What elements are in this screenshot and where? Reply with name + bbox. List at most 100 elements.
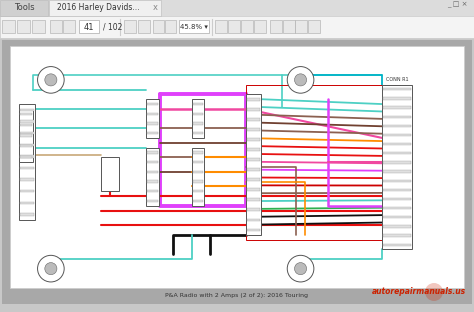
Bar [308,20,320,33]
Bar [20,213,34,216]
Bar [147,113,158,115]
Bar [247,208,260,211]
Bar [147,190,158,193]
Bar [383,152,411,154]
Bar [165,20,176,33]
Bar [283,20,295,33]
Text: Tools: Tools [14,3,34,12]
Bar [247,158,260,161]
Bar [147,200,158,202]
Bar [247,98,260,100]
Bar [247,148,260,151]
Text: x: x [153,3,157,12]
Bar [247,118,260,121]
Bar [192,161,203,163]
Bar [17,20,30,33]
Bar [192,113,203,115]
Bar [247,128,260,131]
Bar [138,20,150,33]
Circle shape [37,66,64,93]
Bar [246,85,401,240]
Bar [247,229,260,231]
Bar [0,0,474,16]
Bar [20,155,34,158]
Bar [153,20,164,33]
Bar [383,97,411,100]
Bar [228,20,240,33]
Bar [247,168,260,171]
Text: CONN R1: CONN R1 [386,77,408,82]
Bar [247,108,260,111]
Bar [192,171,203,173]
Bar [20,167,34,169]
Bar [63,20,75,33]
Bar [247,198,260,201]
Bar [147,180,158,183]
Bar [383,170,411,173]
Bar [383,125,411,127]
Bar [101,157,119,191]
Bar [270,20,282,33]
Bar [383,143,411,145]
Bar [0,0,48,16]
Bar [383,207,411,209]
Text: _ □ ×: _ □ × [447,2,468,8]
Text: P&A Radio with 2 Amps (2 of 2): 2016 Touring: P&A Radio with 2 Amps (2 of 2): 2016 Tou… [165,293,309,298]
Bar [383,106,411,109]
Bar [191,99,204,138]
Bar [20,124,32,126]
Bar [147,151,158,154]
Bar [192,103,203,105]
Bar [383,134,411,136]
Circle shape [287,66,314,93]
Bar [146,148,159,206]
Bar [147,103,158,105]
Bar [254,20,266,33]
Bar [32,20,45,33]
Bar [19,104,35,220]
Bar [295,20,307,33]
Bar [10,46,464,288]
Text: 41: 41 [84,22,94,32]
Circle shape [45,263,57,275]
Bar [147,171,158,173]
Bar [79,20,99,33]
Bar [20,113,32,115]
Bar [247,138,260,141]
Bar [146,99,159,138]
Bar [20,178,34,181]
Bar [383,216,411,218]
Bar [383,161,411,163]
Bar [147,122,158,124]
Bar [20,156,32,158]
Bar [179,20,209,33]
Text: 2016 Harley Davids...: 2016 Harley Davids... [57,3,139,12]
Bar [20,145,32,147]
Bar [147,132,158,134]
Text: / 102: / 102 [103,22,122,32]
Bar [50,20,62,33]
Bar [247,218,260,221]
Bar [49,0,161,16]
Bar [20,134,32,137]
Bar [147,161,158,163]
Text: autorepairmanuals.us: autorepairmanuals.us [372,287,466,296]
Bar [191,148,204,206]
Bar [246,95,261,235]
Bar [2,40,472,304]
Bar [383,243,411,246]
Bar [20,144,34,146]
Bar [241,20,253,33]
Bar [383,88,411,90]
Bar [192,200,203,202]
Bar [383,115,411,118]
Bar [192,180,203,183]
Circle shape [37,255,64,282]
Bar [383,198,411,200]
Bar [2,20,15,33]
Bar [20,120,34,123]
Bar [124,20,136,33]
Bar [0,16,474,38]
Bar [247,188,260,191]
Bar [383,179,411,182]
